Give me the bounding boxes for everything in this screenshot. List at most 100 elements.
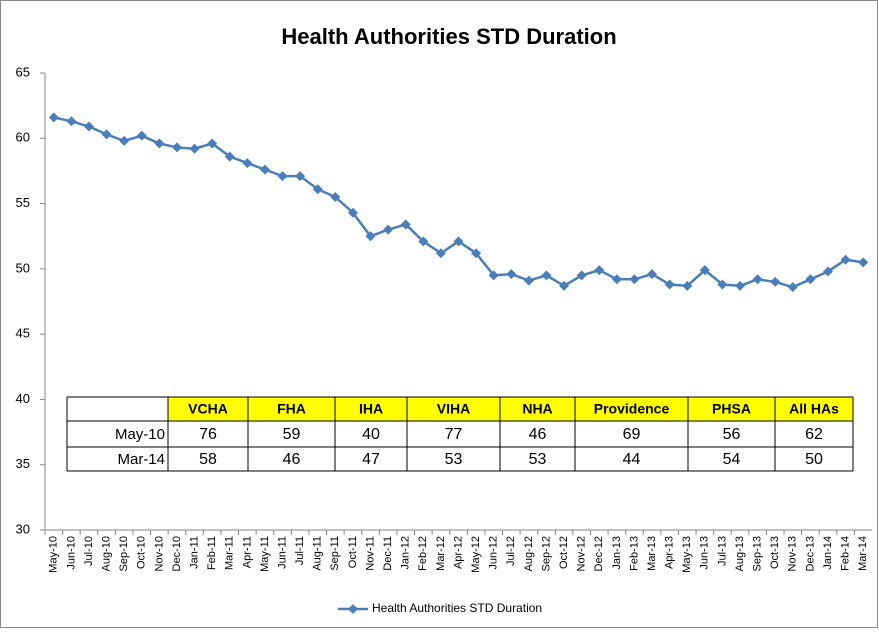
table-cell: 77	[445, 426, 463, 443]
table-header: PHSA	[712, 401, 751, 417]
x-tick-label: May-12	[470, 536, 482, 573]
data-point	[453, 236, 464, 247]
table-cell: 76	[199, 426, 217, 443]
x-tick-label: Jul-13	[716, 536, 728, 566]
data-point	[682, 280, 693, 291]
data-point	[471, 248, 482, 259]
table-header-cell	[168, 397, 248, 421]
data-point	[347, 207, 358, 218]
table-cell: 46	[283, 451, 301, 468]
table-header: NHA	[522, 401, 552, 417]
data-point	[576, 270, 587, 281]
x-tick-label: Jul-10	[83, 536, 95, 566]
table-header: FHA	[277, 401, 306, 417]
data-point	[752, 274, 763, 285]
data-point	[594, 265, 605, 276]
data-point	[207, 138, 218, 149]
x-tick-label: Sep-11	[329, 536, 341, 571]
x-tick-label: Feb-12	[417, 536, 429, 571]
x-tick-label: Sep-12	[540, 536, 552, 571]
legend-marker	[348, 604, 358, 614]
x-tick-label: Mar-12	[435, 536, 447, 571]
x-tick-label: Mar-13	[646, 536, 658, 571]
data-point	[418, 236, 429, 247]
x-tick-label: Jul-12	[505, 536, 517, 566]
table-header-cell	[688, 397, 775, 421]
table-cell: 40	[362, 426, 380, 443]
x-tick-label: Mar-11	[224, 536, 236, 570]
table-cell: 44	[623, 451, 641, 468]
x-tick-label: Dec-11	[382, 536, 394, 571]
y-tick-label: 45	[16, 326, 30, 341]
table-cell: 47	[362, 451, 380, 468]
data-point	[48, 112, 59, 123]
x-tick-label: Mar-14	[857, 536, 869, 571]
x-tick-label: Oct-10	[136, 536, 148, 569]
x-tick-label: Jun-12	[488, 536, 500, 570]
x-tick-label: Feb-11	[206, 536, 218, 570]
x-tick-label: Feb-13	[628, 536, 640, 571]
data-point	[717, 279, 728, 290]
table-header-cell	[500, 397, 575, 421]
data-point	[488, 270, 499, 281]
data-point	[435, 248, 446, 259]
data-point	[171, 142, 182, 153]
data-point	[259, 164, 270, 175]
x-tick-label: May-13	[681, 536, 693, 573]
x-tick-label: Apr-12	[452, 536, 464, 569]
table-row-label: May-10	[115, 426, 165, 443]
data-point	[647, 269, 658, 280]
x-tick-label: May-11	[259, 536, 271, 572]
data-point	[823, 266, 834, 277]
x-tick-label: Feb-14	[840, 536, 852, 571]
data-point	[365, 231, 376, 242]
table-cell: 53	[445, 451, 463, 468]
y-tick-label: 60	[16, 130, 30, 145]
table-cell: 58	[199, 451, 217, 468]
x-tick-label: Sep-10	[118, 536, 130, 571]
x-tick-label: Nov-11	[364, 536, 376, 571]
data-point	[154, 138, 165, 149]
data-point	[277, 171, 288, 182]
table-cell: 50	[805, 451, 823, 468]
table-cell: 59	[283, 426, 301, 443]
data-point	[541, 270, 552, 281]
x-tick-label: Jun-11	[276, 536, 288, 569]
x-tick-label: Nov-10	[153, 536, 165, 571]
x-tick-label: Jul-11	[294, 536, 306, 565]
data-point	[611, 274, 622, 285]
table-row-label: Mar-14	[117, 451, 165, 468]
data-point	[699, 265, 710, 276]
data-point	[770, 276, 781, 287]
data-point	[787, 282, 798, 293]
table-header: VCHA	[188, 401, 228, 417]
data-point	[664, 279, 675, 290]
x-tick-label: Dec-13	[804, 536, 816, 571]
y-tick-label: 35	[16, 456, 30, 471]
data-point	[559, 280, 570, 291]
table-cell: 53	[529, 451, 547, 468]
chart-title: Health Authorities STD Duration	[281, 24, 616, 49]
y-tick-label: 40	[16, 391, 30, 406]
x-tick-label: Sep-13	[752, 536, 764, 571]
x-tick-label: May-10	[48, 536, 60, 573]
x-tick-label: Oct-13	[769, 536, 781, 569]
x-tick-label: Aug-11	[312, 536, 324, 571]
x-tick-label: Jan-12	[400, 536, 412, 570]
data-point	[136, 130, 147, 141]
data-point	[295, 171, 306, 182]
data-point	[858, 257, 869, 268]
data-point	[330, 192, 341, 203]
data-point	[66, 116, 77, 127]
x-tick-label: Dec-10	[171, 536, 183, 571]
x-tick-label: Apr-11	[241, 536, 253, 568]
data-point	[119, 135, 130, 146]
x-tick-label: Jan-14	[822, 536, 834, 570]
table-cell: 46	[529, 426, 547, 443]
legend-label: Health Authorities STD Duration	[372, 601, 542, 615]
table-cell: 69	[623, 426, 641, 443]
x-tick-label: Oct-11	[347, 536, 359, 568]
x-tick-label: Aug-10	[100, 536, 112, 571]
